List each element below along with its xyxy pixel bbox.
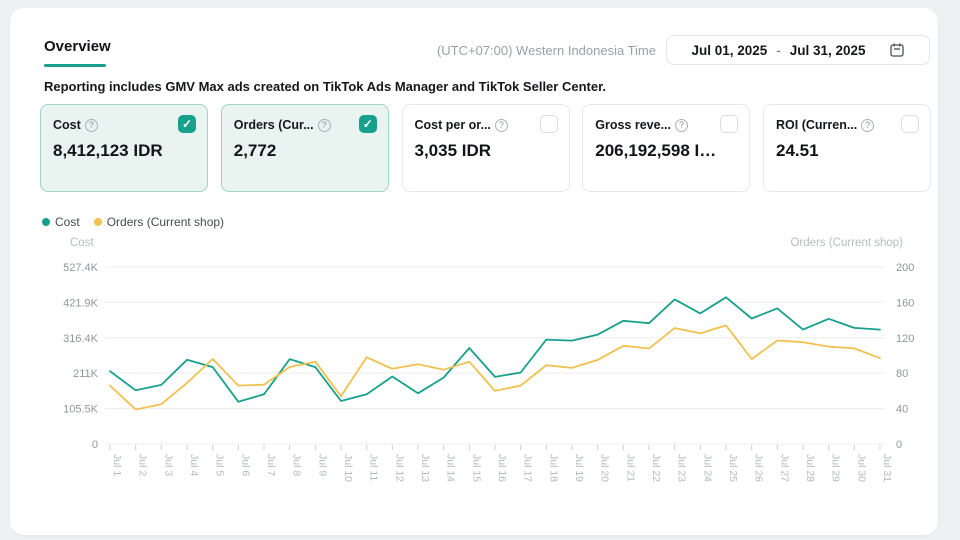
svg-text:Jul 27: Jul 27 [778, 454, 790, 482]
svg-text:Jul 4: Jul 4 [188, 454, 200, 476]
metric-checkbox[interactable] [539, 115, 558, 133]
svg-text:Jul 19: Jul 19 [573, 454, 585, 482]
metric-checkbox[interactable]: ✓ [358, 115, 377, 133]
date-range-start: Jul 01, 2025 [691, 42, 768, 58]
content-panel: Overview (UTC+07:00) Western Indonesia T… [10, 8, 938, 535]
svg-text:Jul 18: Jul 18 [547, 454, 559, 482]
svg-text:Jul 5: Jul 5 [214, 454, 226, 476]
svg-text:527.4K: 527.4K [63, 262, 99, 274]
svg-text:Jul 14: Jul 14 [445, 454, 457, 482]
metric-value: 2,772 [233, 141, 277, 160]
help-icon[interactable]: ? [494, 118, 508, 132]
legend-dot-icon [93, 218, 102, 226]
chart-legend: Cost Orders (Current shop) [42, 215, 224, 229]
date-range-end: Jul 31, 2025 [789, 42, 866, 58]
legend-dot-icon [42, 218, 50, 226]
legend-item-cost[interactable]: Cost [42, 215, 80, 229]
tab-overview[interactable]: Overview [44, 38, 111, 55]
svg-text:Jul 17: Jul 17 [522, 454, 534, 482]
svg-text:Jul 13: Jul 13 [419, 454, 431, 482]
svg-text:120: 120 [896, 333, 914, 345]
svg-text:Jul 11: Jul 11 [368, 454, 380, 481]
metric-checkbox[interactable]: ✓ [178, 115, 196, 133]
metric-label: ROI (Curren... [776, 118, 858, 132]
svg-text:Orders (Current shop): Orders (Current shop) [791, 237, 904, 249]
svg-text:Jul 12: Jul 12 [393, 454, 405, 482]
svg-text:Jul 7: Jul 7 [265, 454, 277, 476]
metric-value: 206,192,598 I… [595, 141, 717, 160]
svg-text:0: 0 [896, 439, 902, 451]
svg-text:316.4K: 316.4K [63, 333, 99, 345]
svg-text:Jul 2: Jul 2 [137, 454, 149, 476]
help-icon[interactable]: ? [675, 118, 688, 132]
legend-label: Orders (Current shop) [106, 215, 225, 229]
svg-text:200: 200 [896, 262, 914, 274]
svg-text:Jul 28: Jul 28 [804, 454, 816, 482]
metric-label: Gross reve... [595, 118, 671, 132]
svg-text:80: 80 [896, 368, 908, 380]
svg-text:Jul 20: Jul 20 [599, 454, 611, 482]
svg-text:Jul 6: Jul 6 [239, 454, 251, 476]
svg-text:Jul 9: Jul 9 [316, 454, 328, 476]
metric-label: Cost [53, 118, 81, 132]
metric-value: 3,035 IDR [414, 141, 492, 160]
help-icon[interactable]: ? [861, 118, 875, 132]
metric-card-cost[interactable]: Cost ? ✓ 8,412,123 IDR [40, 104, 208, 192]
svg-text:Jul 10: Jul 10 [342, 454, 354, 482]
metric-label: Cost per or... [414, 118, 491, 132]
date-range-separator: - [776, 42, 781, 58]
metric-card-cost-per-order[interactable]: Cost per or... ? 3,035 IDR [401, 104, 570, 192]
metric-value: 24.51 [776, 141, 819, 160]
calendar-icon [889, 43, 904, 57]
metric-card-gross-revenue[interactable]: Gross reve... ? 206,192,598 I… [582, 104, 751, 192]
metric-label: Orders (Cur... [233, 118, 314, 132]
svg-text:Jul 25: Jul 25 [727, 454, 739, 482]
help-icon[interactable]: ? [84, 118, 98, 132]
svg-text:105.5K: 105.5K [63, 404, 99, 416]
metric-card-orders[interactable]: Orders (Cur... ? ✓ 2,772 [220, 104, 389, 192]
metric-checkbox[interactable] [901, 115, 919, 133]
reporting-notice: Reporting includes GMV Max ads created o… [44, 79, 607, 94]
svg-text:Jul 16: Jul 16 [496, 454, 508, 482]
svg-text:Jul 29: Jul 29 [830, 454, 842, 482]
svg-text:211K: 211K [73, 368, 99, 380]
tab-active-indicator [44, 64, 106, 67]
svg-text:Jul 22: Jul 22 [650, 454, 662, 482]
svg-text:0: 0 [92, 439, 98, 451]
svg-text:160: 160 [896, 297, 914, 309]
svg-text:Jul 1: Jul 1 [111, 454, 123, 476]
svg-text:40: 40 [896, 404, 908, 416]
svg-text:Jul 24: Jul 24 [701, 454, 713, 482]
svg-text:Jul 23: Jul 23 [676, 454, 688, 482]
svg-text:Jul 8: Jul 8 [291, 454, 303, 476]
svg-text:Cost: Cost [70, 237, 94, 249]
svg-text:Jul 21: Jul 21 [624, 454, 636, 482]
date-range-picker[interactable]: Jul 01, 2025 - Jul 31, 2025 [666, 35, 930, 65]
metric-card-roi[interactable]: ROI (Curren... ? 24.51 [763, 104, 931, 192]
overview-chart: 0 0 105.5K 40 211K 80 316.4K 120 421.9K 160 527.4K… [63, 237, 914, 482]
metric-value: 8,412,123 IDR [53, 141, 163, 160]
svg-text:Jul 15: Jul 15 [470, 454, 482, 482]
metric-checkbox[interactable] [720, 115, 739, 133]
legend-item-orders[interactable]: Orders (Current shop) [93, 215, 225, 229]
timezone-label: (UTC+07:00) Western Indonesia Time [436, 43, 656, 58]
help-icon[interactable]: ? [317, 118, 331, 132]
svg-text:Jul 31: Jul 31 [881, 454, 893, 482]
svg-text:Jul 26: Jul 26 [753, 454, 765, 482]
legend-label: Cost [55, 215, 80, 229]
svg-text:Jul 3: Jul 3 [162, 454, 174, 476]
svg-text:Jul 30: Jul 30 [855, 454, 867, 482]
svg-text:421.9K: 421.9K [63, 297, 99, 309]
